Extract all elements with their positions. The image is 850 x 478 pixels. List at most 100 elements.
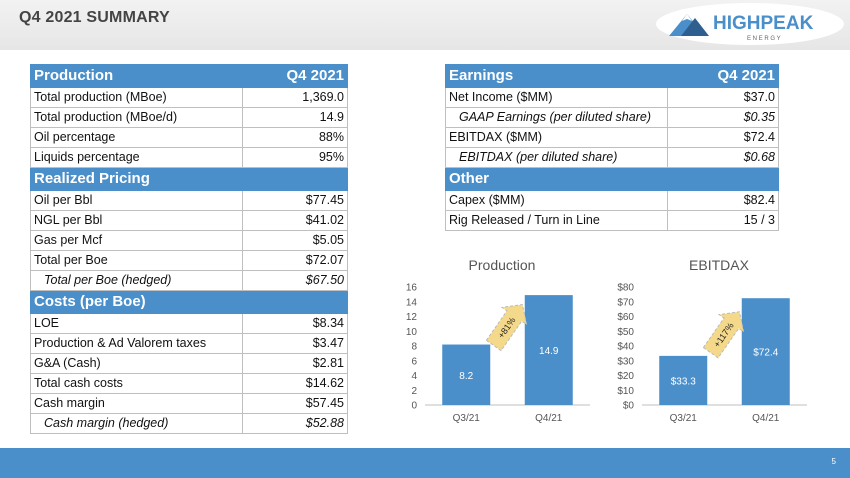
row-value: $72.07 — [242, 250, 348, 271]
table-row: Production & Ad Valorem taxes $3.47 — [30, 333, 348, 354]
row-value: $57.45 — [242, 393, 348, 414]
row-label: G&A (Cash) — [30, 353, 243, 374]
table-row: Liquids percentage 95% — [30, 147, 348, 168]
x-tick-label: Q4/21 — [752, 413, 780, 424]
row-value: 1,369.0 — [242, 87, 348, 108]
table-row: EBITDAX (per diluted share) $0.68 — [445, 147, 779, 168]
y-tick-label: $50 — [617, 327, 634, 338]
section-header: Realized Pricing — [30, 167, 348, 191]
row-value: $14.62 — [242, 373, 348, 394]
table-row: Cash margin (hedged) $52.88 — [30, 413, 348, 434]
row-label: Net Income ($MM) — [445, 87, 668, 108]
x-tick-label: Q3/21 — [670, 413, 698, 424]
section-title: Earnings — [445, 64, 668, 88]
production-chart: Production 0 2 4 6 8 10 12 14 16 8.2 Q3/21 14.9 Q4/2… — [395, 250, 595, 430]
y-tick-label: 0 — [411, 401, 417, 412]
y-tick-label: $30 — [617, 356, 634, 367]
section-title: Realized Pricing — [30, 167, 243, 191]
row-label: Gas per Mcf — [30, 230, 243, 251]
table-row: Oil per Bbl $77.45 — [30, 190, 348, 211]
row-value: $52.88 — [242, 413, 348, 434]
row-value: $72.4 — [667, 127, 779, 148]
x-tick-label: Q4/21 — [535, 413, 563, 424]
section-header: Production Q4 2021 — [30, 64, 348, 88]
row-value: $41.02 — [242, 210, 348, 231]
table-row: Total per Boe $72.07 — [30, 250, 348, 271]
page-title: Q4 2021 SUMMARY — [19, 9, 170, 26]
page-number: 5 — [831, 457, 836, 466]
section-title: Other — [445, 167, 668, 191]
row-value: $37.0 — [667, 87, 779, 108]
row-value: $0.68 — [667, 147, 779, 168]
y-tick-label: 2 — [411, 386, 417, 397]
row-label: Cash margin (hedged) — [30, 413, 243, 434]
row-label: Total per Boe (hedged) — [30, 270, 243, 291]
section-header: Other — [445, 167, 779, 191]
row-label: NGL per Bbl — [30, 210, 243, 231]
row-value: 14.9 — [242, 107, 348, 128]
earnings-other-table: Earnings Q4 2021 Net Income ($MM) $37.0 GAAP… — [445, 64, 779, 231]
table-row: Cash margin $57.45 — [30, 393, 348, 414]
section-title: Production — [30, 64, 243, 88]
row-label: Total production (MBoe) — [30, 87, 243, 108]
growth-arrow-icon: +81% — [485, 303, 528, 352]
ebitdax-chart: EBITDAX $0 $10 $20 $30 $40 $50 $60 $70 $80 $33.3 Q… — [612, 250, 812, 430]
table-row: Total cash costs $14.62 — [30, 373, 348, 394]
logo-wordmark: HIGHPEAK — [713, 13, 814, 34]
row-label: Production & Ad Valorem taxes — [30, 333, 243, 354]
table-row: Net Income ($MM) $37.0 — [445, 87, 779, 108]
column-header — [242, 290, 348, 314]
row-value: 95% — [242, 147, 348, 168]
bar-value-label: 8.2 — [459, 371, 473, 382]
table-row: G&A (Cash) $2.81 — [30, 353, 348, 374]
production-chart-svg: 0 2 4 6 8 10 12 14 16 8.2 Q3/21 14.9 Q4/21 +81% — [406, 283, 590, 424]
bar-value-label: 14.9 — [539, 346, 559, 357]
chart-title: Production — [468, 257, 536, 273]
table-row: Rig Released / Turn in Line 15 / 3 — [445, 210, 779, 231]
row-value: $2.81 — [242, 353, 348, 374]
row-value: $3.47 — [242, 333, 348, 354]
section-header: Earnings Q4 2021 — [445, 64, 779, 88]
x-tick-label: Q3/21 — [453, 413, 481, 424]
table-row: Oil percentage 88% — [30, 127, 348, 148]
row-label: Total per Boe — [30, 250, 243, 271]
bar-value-label: $72.4 — [753, 348, 778, 359]
row-label: Total cash costs — [30, 373, 243, 394]
column-header — [667, 167, 779, 191]
table-row: Total production (MBoe/d) 14.9 — [30, 107, 348, 128]
row-value: 15 / 3 — [667, 210, 779, 231]
table-row: NGL per Bbl $41.02 — [30, 210, 348, 231]
y-tick-label: $10 — [617, 386, 634, 397]
chart-title: EBITDAX — [689, 257, 749, 273]
y-tick-label: 6 — [411, 356, 417, 367]
y-tick-label: $60 — [617, 312, 634, 323]
bar-value-label: $33.3 — [671, 376, 696, 387]
row-label: Oil per Bbl — [30, 190, 243, 211]
row-label: Oil percentage — [30, 127, 243, 148]
y-tick-label: 16 — [406, 283, 418, 294]
row-label: Liquids percentage — [30, 147, 243, 168]
row-value: 88% — [242, 127, 348, 148]
row-label: Capex ($MM) — [445, 190, 668, 211]
bar — [659, 355, 708, 405]
table-row: GAAP Earnings (per diluted share) $0.35 — [445, 107, 779, 128]
row-value: $5.05 — [242, 230, 348, 251]
y-tick-label: 10 — [406, 327, 418, 338]
column-header: Q4 2021 — [667, 64, 779, 88]
row-label: EBITDAX ($MM) — [445, 127, 668, 148]
row-value: $0.35 — [667, 107, 779, 128]
logo-subtext: E N E R G Y — [747, 36, 781, 42]
row-label: Total production (MBoe/d) — [30, 107, 243, 128]
y-tick-label: $70 — [617, 297, 634, 308]
highpeak-logo: HIGHPEAK E N E R G Y — [656, 3, 844, 45]
header-bar: Q4 2021 SUMMARY HIGHPEAK E N E R G Y — [0, 0, 850, 50]
y-tick-label: $80 — [617, 283, 634, 294]
row-value: $8.34 — [242, 313, 348, 334]
section-header: Costs (per Boe) — [30, 290, 348, 314]
section-title: Costs (per Boe) — [30, 290, 243, 314]
production-pricing-costs-table: Production Q4 2021 Total production (MBoe)… — [30, 64, 348, 434]
y-tick-label: $0 — [623, 401, 635, 412]
bar — [442, 344, 491, 405]
y-tick-label: 4 — [411, 371, 417, 382]
row-label: LOE — [30, 313, 243, 334]
